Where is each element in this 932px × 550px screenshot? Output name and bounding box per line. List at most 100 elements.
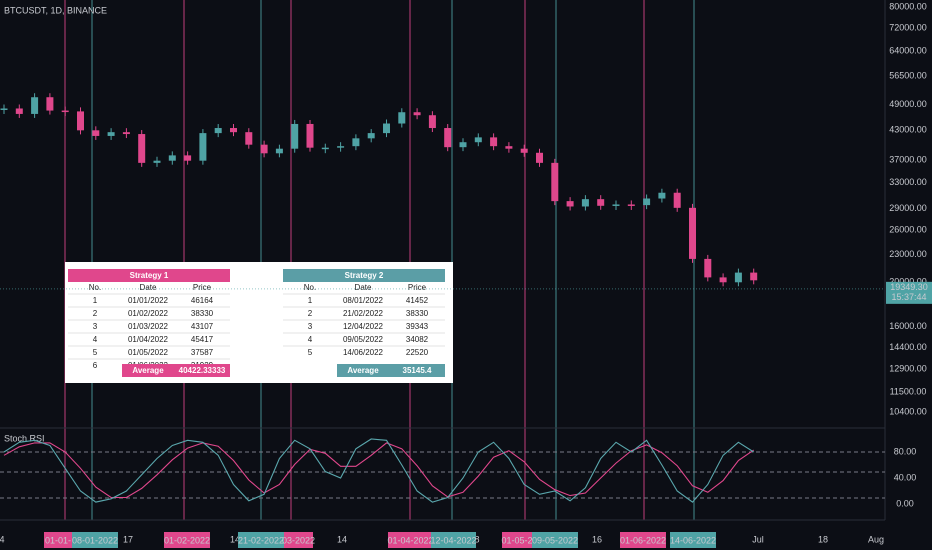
- cell: 21/02/2022: [343, 309, 384, 318]
- candle: [31, 97, 39, 114]
- signal-box: [670, 532, 716, 548]
- column-header: Date: [355, 283, 372, 292]
- candle: [153, 160, 161, 163]
- candle: [138, 134, 146, 163]
- candle: [337, 146, 345, 148]
- signal-box: [502, 532, 532, 548]
- cell: 14/06/2022: [343, 348, 384, 357]
- average-label: Average: [347, 366, 379, 375]
- candle: [0, 108, 8, 110]
- cell: 39343: [406, 322, 429, 331]
- candle: [275, 148, 283, 154]
- cell: 45417: [191, 335, 214, 344]
- signal-label: 12-04-2022: [430, 535, 476, 545]
- signal-label: 08-01-2022: [72, 535, 118, 545]
- average-box: [337, 364, 445, 377]
- candle: [46, 97, 54, 111]
- signal-box: [164, 532, 210, 548]
- average-label: Average: [132, 366, 164, 375]
- cell: 4: [308, 335, 313, 344]
- signal-lines: [64, 0, 695, 520]
- signal-box: [431, 532, 476, 548]
- time-label: Jul: [752, 534, 764, 544]
- cell: 1: [93, 296, 98, 305]
- rsi-tick-label: 0.00: [896, 498, 914, 508]
- candle: [505, 146, 513, 149]
- cell: 3: [93, 322, 98, 331]
- candle: [15, 108, 23, 114]
- signal-label: 03-2022: [282, 535, 315, 545]
- signal-box: [44, 532, 72, 548]
- cell: 01/01/2022: [128, 296, 169, 305]
- symbol-title[interactable]: BTCUSDT, 1D, BINANCE: [4, 5, 107, 15]
- column-header: No.: [89, 283, 101, 292]
- candle: [352, 138, 360, 147]
- candle: [367, 133, 375, 139]
- candle: [383, 123, 390, 134]
- cell: 4: [93, 335, 98, 344]
- cell: 46164: [191, 296, 214, 305]
- time-label: 18: [818, 534, 828, 544]
- cell: 09/05/2022: [343, 335, 384, 344]
- cell: 01/02/2022: [128, 309, 169, 318]
- candle: [413, 112, 421, 116]
- signal-box: [620, 532, 666, 548]
- candle: [291, 123, 299, 149]
- candle: [474, 137, 482, 143]
- candle: [490, 137, 498, 147]
- candle: [92, 130, 100, 136]
- cell: 38330: [191, 309, 214, 318]
- candle: [750, 272, 758, 281]
- candle: [168, 155, 176, 161]
- price-tick-label: 49000.00: [889, 99, 927, 109]
- signal-label: 21-02-2022: [238, 535, 284, 545]
- candle: [551, 162, 559, 202]
- cell: 1: [308, 296, 313, 305]
- candle: [704, 258, 712, 278]
- price-tick-label: 80000.00: [889, 1, 927, 11]
- cell: 01/04/2022: [128, 335, 169, 344]
- candle: [581, 199, 589, 207]
- signal-box: [72, 532, 118, 548]
- column-header: Price: [408, 283, 427, 292]
- cell: 43107: [191, 322, 214, 331]
- time-label: 16: [592, 534, 602, 544]
- price-tick-label: 16000.00: [889, 321, 927, 331]
- cell: 37587: [191, 348, 214, 357]
- time-label: 14: [230, 534, 240, 544]
- price-tick-label: 43000.00: [889, 125, 927, 135]
- price-tick-label: 33000.00: [889, 177, 927, 187]
- average-box: [122, 364, 230, 377]
- average-value: 35145.4: [403, 366, 432, 375]
- signal-label: 09-05-2022: [532, 535, 578, 545]
- signal-label: 01-01-: [45, 535, 71, 545]
- price-tick-label: 14400.00: [889, 342, 927, 352]
- time-label: 17: [123, 534, 133, 544]
- rsi-tick-label: 80.00: [894, 446, 917, 456]
- price-tick-label: 37000.00: [889, 155, 927, 165]
- candle: [459, 142, 467, 148]
- average-value: 40422.33333: [179, 366, 226, 375]
- indicator-title[interactable]: Stoch RSI: [4, 433, 45, 443]
- column-header: Price: [193, 283, 212, 292]
- price-tick-label: 20000.00: [889, 277, 927, 287]
- candle: [520, 148, 528, 153]
- candle: [643, 198, 651, 206]
- column-header: No.: [304, 283, 316, 292]
- candle: [673, 192, 681, 208]
- table-header: [283, 269, 445, 282]
- candle: [597, 199, 605, 206]
- cell: 34082: [406, 335, 429, 344]
- signal-box: [388, 532, 433, 548]
- candle: [566, 201, 574, 207]
- column-header: Date: [140, 283, 157, 292]
- cell: 01/05/2022: [128, 348, 169, 357]
- signal-box: [238, 532, 284, 548]
- candle: [398, 112, 406, 124]
- signal-label: 01-05-2: [501, 535, 532, 545]
- cell: 41452: [406, 296, 429, 305]
- price-tick-label: 10400.00: [889, 406, 927, 416]
- candles: [0, 93, 758, 287]
- signal-label: 01-02-2022: [164, 535, 210, 545]
